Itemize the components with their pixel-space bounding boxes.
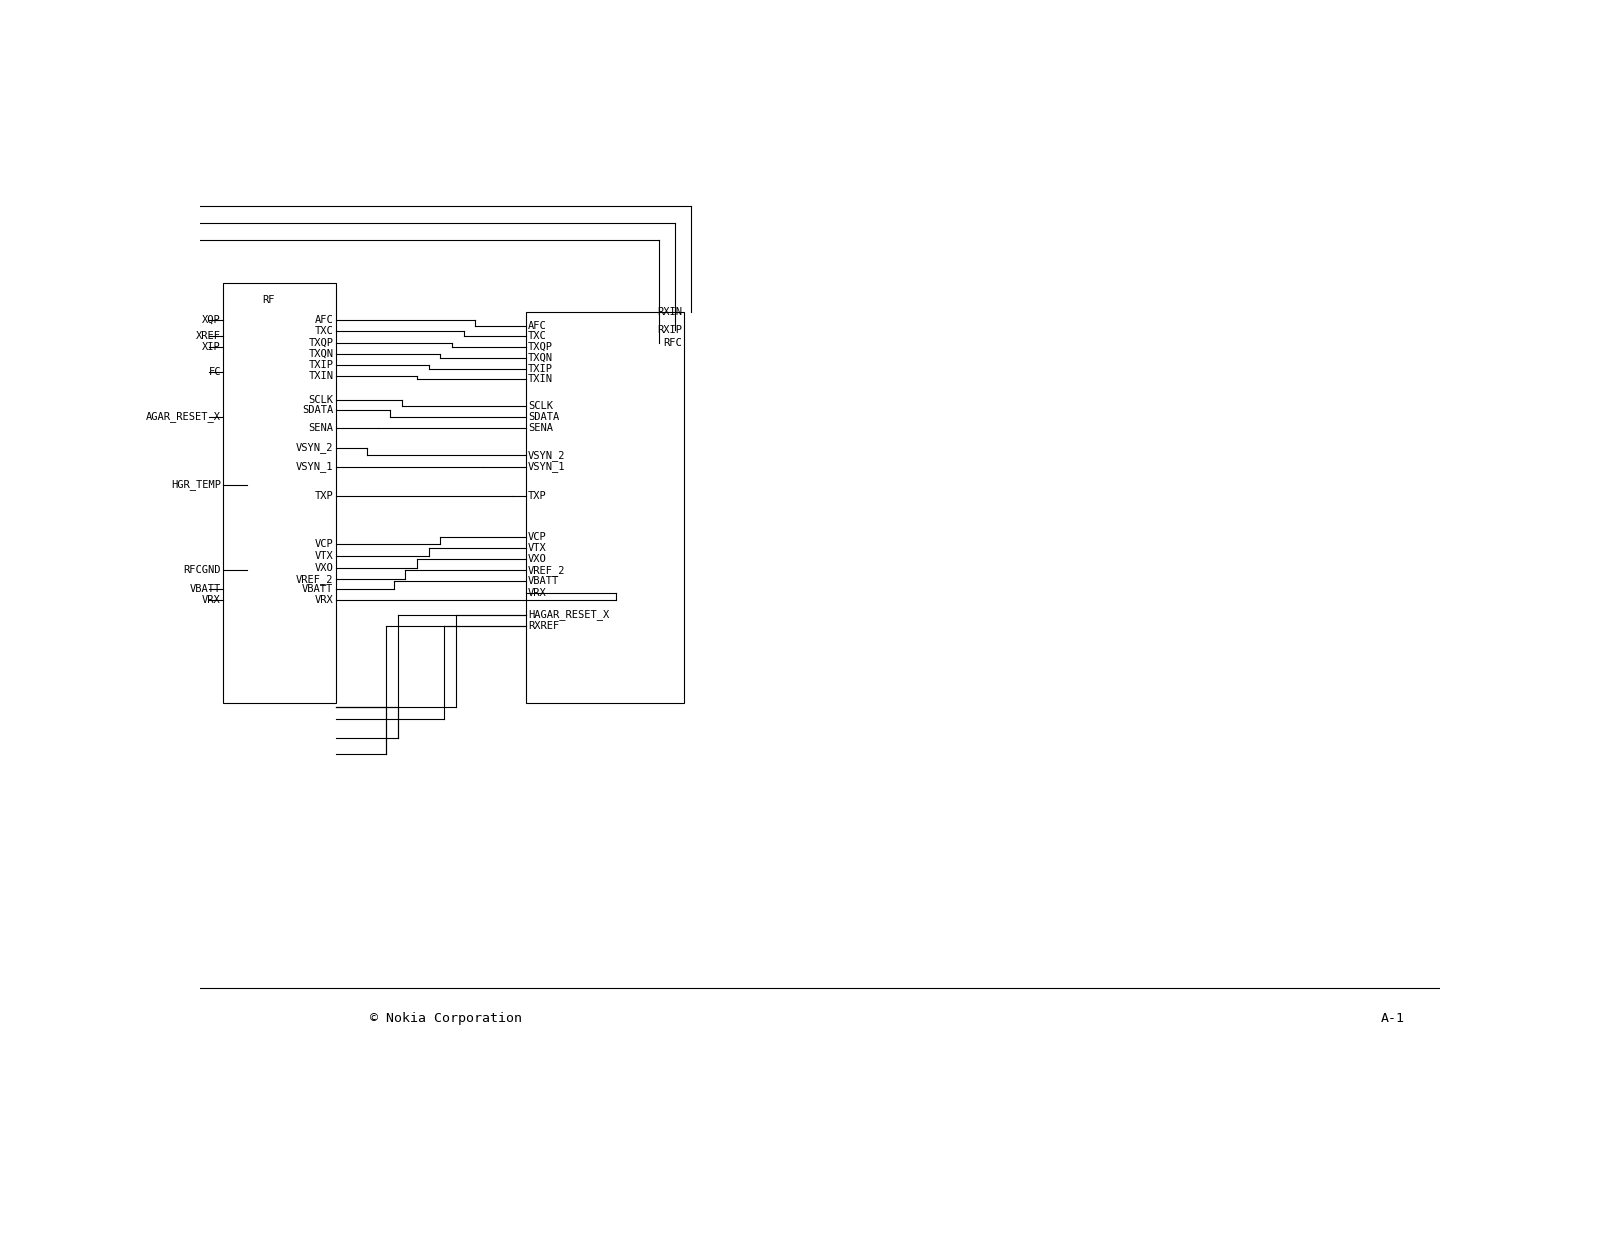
Text: RFC: RFC bbox=[664, 338, 682, 348]
Text: TXIP: TXIP bbox=[528, 364, 554, 374]
Text: TXQP: TXQP bbox=[309, 338, 333, 348]
Text: AFC: AFC bbox=[315, 314, 333, 325]
Text: TXIN: TXIN bbox=[528, 375, 554, 385]
Text: SCLK: SCLK bbox=[309, 395, 333, 404]
Text: VTX: VTX bbox=[528, 543, 547, 553]
Text: VBATT: VBATT bbox=[302, 584, 333, 594]
Text: VSYN_1: VSYN_1 bbox=[296, 461, 333, 473]
Text: VXO: VXO bbox=[528, 554, 547, 564]
Text: TXQP: TXQP bbox=[528, 341, 554, 351]
Text: TXIP: TXIP bbox=[309, 360, 333, 370]
Text: © Nokia Corporation: © Nokia Corporation bbox=[370, 1012, 522, 1025]
Text: TXP: TXP bbox=[528, 491, 547, 501]
Text: RF: RF bbox=[262, 294, 275, 306]
Text: TXC: TXC bbox=[315, 327, 333, 336]
Text: VRX: VRX bbox=[202, 595, 221, 605]
Bar bbox=[525, 312, 685, 704]
Text: XQP: XQP bbox=[202, 314, 221, 325]
Text: VSYN_1: VSYN_1 bbox=[528, 461, 565, 473]
Text: TXC: TXC bbox=[528, 332, 547, 341]
Text: VCP: VCP bbox=[528, 532, 547, 542]
Text: VRX: VRX bbox=[315, 595, 333, 605]
Text: TXQN: TXQN bbox=[309, 349, 333, 359]
Text: RXIP: RXIP bbox=[658, 325, 682, 335]
Text: AGAR_RESET_X: AGAR_RESET_X bbox=[146, 411, 221, 422]
Text: VSYN_2: VSYN_2 bbox=[296, 442, 333, 453]
Text: HAGAR_RESET_X: HAGAR_RESET_X bbox=[528, 610, 610, 621]
Text: AFC: AFC bbox=[528, 320, 547, 332]
Text: SENA: SENA bbox=[309, 423, 333, 433]
Text: VREF_2: VREF_2 bbox=[296, 574, 333, 585]
Text: VSYN_2: VSYN_2 bbox=[528, 450, 565, 461]
Text: XIP: XIP bbox=[202, 341, 221, 351]
Text: VBATT: VBATT bbox=[190, 584, 221, 594]
Text: SENA: SENA bbox=[528, 423, 554, 433]
Text: FC: FC bbox=[208, 366, 221, 376]
Text: VXO: VXO bbox=[315, 563, 333, 573]
Bar bbox=[224, 283, 336, 704]
Text: VRX: VRX bbox=[528, 588, 547, 597]
Text: VREF_2: VREF_2 bbox=[528, 564, 565, 575]
Text: RXIN: RXIN bbox=[658, 307, 682, 317]
Text: VCP: VCP bbox=[315, 539, 333, 549]
Text: SDATA: SDATA bbox=[302, 406, 333, 416]
Text: VBATT: VBATT bbox=[528, 576, 558, 586]
Text: HGR_TEMP: HGR_TEMP bbox=[171, 480, 221, 490]
Text: TXIN: TXIN bbox=[309, 371, 333, 381]
Text: TXP: TXP bbox=[315, 491, 333, 501]
Text: RXREF: RXREF bbox=[528, 621, 558, 631]
Text: TXQN: TXQN bbox=[528, 353, 554, 362]
Text: SCLK: SCLK bbox=[528, 401, 554, 411]
Text: XREF: XREF bbox=[195, 332, 221, 341]
Text: SDATA: SDATA bbox=[528, 412, 558, 422]
Text: VTX: VTX bbox=[315, 552, 333, 562]
Text: A-1: A-1 bbox=[1381, 1012, 1405, 1025]
Text: RFCGND: RFCGND bbox=[184, 565, 221, 575]
